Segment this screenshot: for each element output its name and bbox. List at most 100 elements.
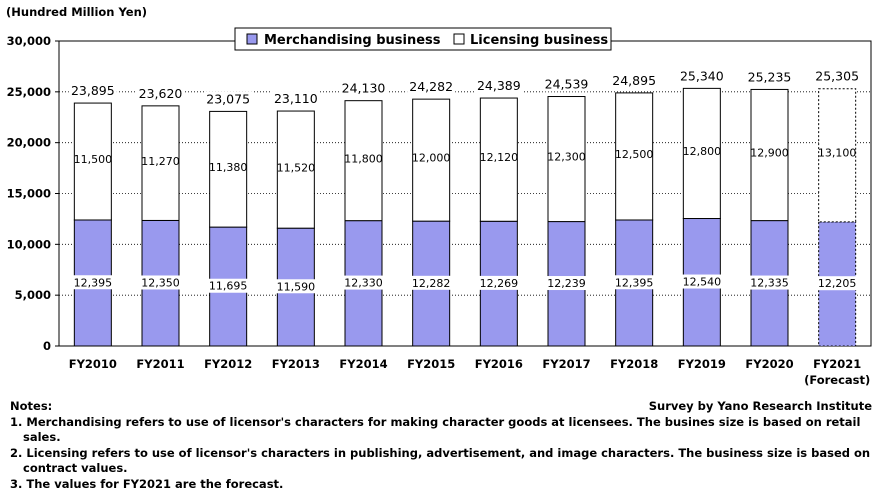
- bar-licensing: [276, 110, 315, 229]
- x-tick-label: FY2021: [813, 357, 861, 371]
- data-label-licensing: 12,300: [547, 151, 586, 164]
- total-label-bg: [339, 80, 388, 96]
- bar-licensing: [209, 110, 248, 228]
- note-item-1: 1. Merchandising refers to use of licens…: [10, 414, 861, 445]
- data-label-licensing: 12,120: [480, 151, 519, 164]
- data-label-bg: [409, 275, 454, 290]
- data-label-licensing: 11,520: [277, 161, 316, 174]
- data-label-merchandising: 12,350: [141, 276, 180, 289]
- total-label-bg: [136, 85, 185, 101]
- x-tick-label: FY2020: [745, 357, 793, 371]
- data-label-merchandising: 12,540: [683, 276, 722, 289]
- data-label-licensing: 11,270: [141, 155, 180, 168]
- data-label-bg: [612, 275, 657, 290]
- data-label-bg: [815, 276, 860, 291]
- data-label-merchandising: 12,269: [480, 277, 519, 290]
- x-tick-label: FY2013: [272, 357, 320, 371]
- data-label-licensing: 12,000: [412, 152, 451, 165]
- data-label-bg: [544, 276, 589, 291]
- x-tick-label: FY2016: [475, 357, 523, 371]
- total-label: 24,389: [477, 78, 521, 93]
- total-label: 23,075: [206, 91, 250, 106]
- bar-licensing: [547, 96, 586, 223]
- data-label-merchandising: 12,205: [818, 277, 857, 290]
- notes-heading: Notes:: [10, 399, 53, 413]
- bar-licensing: [615, 92, 654, 221]
- x-tick-label: FY2011: [136, 357, 184, 371]
- total-label: 23,895: [71, 83, 115, 98]
- y-tick-label: 15,000: [7, 187, 51, 201]
- legend-label-merchandising: Merchandising business: [264, 33, 441, 48]
- data-label-licensing: 12,800: [683, 145, 722, 158]
- total-label-bg: [745, 69, 794, 85]
- bar-licensing: [344, 100, 383, 222]
- y-tick-label: 30,000: [7, 34, 51, 48]
- total-label-bg: [68, 83, 117, 99]
- bar-licensing: [141, 105, 180, 221]
- data-label-licensing: 11,380: [209, 161, 248, 174]
- data-label-merchandising: 11,590: [277, 280, 316, 293]
- data-label-merchandising: 12,239: [547, 277, 586, 290]
- total-label: 24,130: [342, 81, 386, 96]
- y-tick-label: 5,000: [15, 288, 51, 302]
- total-label-bg: [677, 68, 726, 84]
- data-label-bg: [138, 275, 183, 290]
- total-label-bg: [474, 78, 523, 94]
- data-label-bg: [206, 278, 251, 293]
- data-label-bg: [273, 279, 318, 294]
- total-label: 25,305: [815, 69, 859, 84]
- data-label-merchandising: 12,395: [615, 276, 654, 289]
- bar-licensing: [818, 88, 857, 223]
- data-label-licensing: 13,100: [818, 147, 857, 160]
- unit-label: (Hundred Million Yen): [6, 5, 147, 19]
- total-label-bg: [610, 72, 659, 88]
- x-tick-label: FY2014: [339, 357, 387, 371]
- data-label-licensing: 12,900: [750, 146, 789, 159]
- y-tick-label: 10,000: [7, 237, 51, 251]
- bar-licensing: [682, 87, 721, 220]
- data-label-bg: [679, 274, 724, 289]
- y-tick-label: 20,000: [7, 136, 51, 150]
- x-tick-label: FY2017: [542, 357, 590, 371]
- data-label-bg: [476, 275, 521, 290]
- data-label-merchandising: 12,395: [74, 276, 113, 289]
- total-label-bg: [204, 91, 253, 107]
- total-label: 23,620: [139, 86, 183, 101]
- data-label-merchandising: 12,330: [344, 277, 383, 290]
- data-label-licensing: 12,500: [615, 148, 654, 161]
- data-label-licensing: 11,800: [344, 152, 383, 165]
- data-label-merchandising: 12,335: [750, 277, 789, 290]
- bar-licensing: [73, 102, 112, 221]
- x-tick-label: FY2012: [204, 357, 252, 371]
- legend-label-licensing: Licensing business: [470, 33, 608, 48]
- total-label: 25,235: [748, 69, 792, 84]
- bar-licensing: [750, 88, 789, 222]
- notes-section: Notes: Survey by Yano Research Institute…: [10, 399, 872, 492]
- y-tick-label: 25,000: [7, 85, 51, 99]
- total-label: 24,282: [409, 79, 453, 94]
- x-tick-label: FY2010: [69, 357, 117, 371]
- total-label: 23,110: [274, 91, 318, 106]
- data-label-bg: [341, 275, 386, 290]
- total-label-bg: [542, 76, 591, 92]
- x-tick-label: FY2015: [407, 357, 455, 371]
- data-label-licensing: 11,500: [74, 153, 113, 166]
- total-label-bg: [271, 91, 320, 107]
- total-label: 24,539: [545, 77, 589, 92]
- bar-licensing: [479, 97, 518, 222]
- data-label-bg: [747, 275, 792, 290]
- total-label: 25,340: [680, 68, 724, 83]
- legend-swatch-merchandising: [246, 33, 258, 45]
- source-credit: Survey by Yano Research Institute: [648, 399, 872, 413]
- data-label-merchandising: 11,695: [209, 280, 248, 293]
- stacked-bar-chart: (Hundred Million Yen) 0 5,000 10,000 15,000 2…: [6, 5, 872, 387]
- note-item-2: 2. Licensing refers to use of licensor's…: [10, 445, 871, 476]
- total-label-bg: [813, 68, 862, 84]
- x-tick-label: FY2019: [678, 357, 726, 371]
- total-label: 24,895: [612, 73, 656, 88]
- note-item-3: 3. The values for FY2021 are the forecas…: [10, 476, 284, 491]
- legend: [234, 27, 612, 51]
- data-label-merchandising: 12,282: [412, 277, 451, 290]
- x-tick-label: FY2018: [610, 357, 658, 371]
- y-tick-label: 0: [43, 339, 51, 353]
